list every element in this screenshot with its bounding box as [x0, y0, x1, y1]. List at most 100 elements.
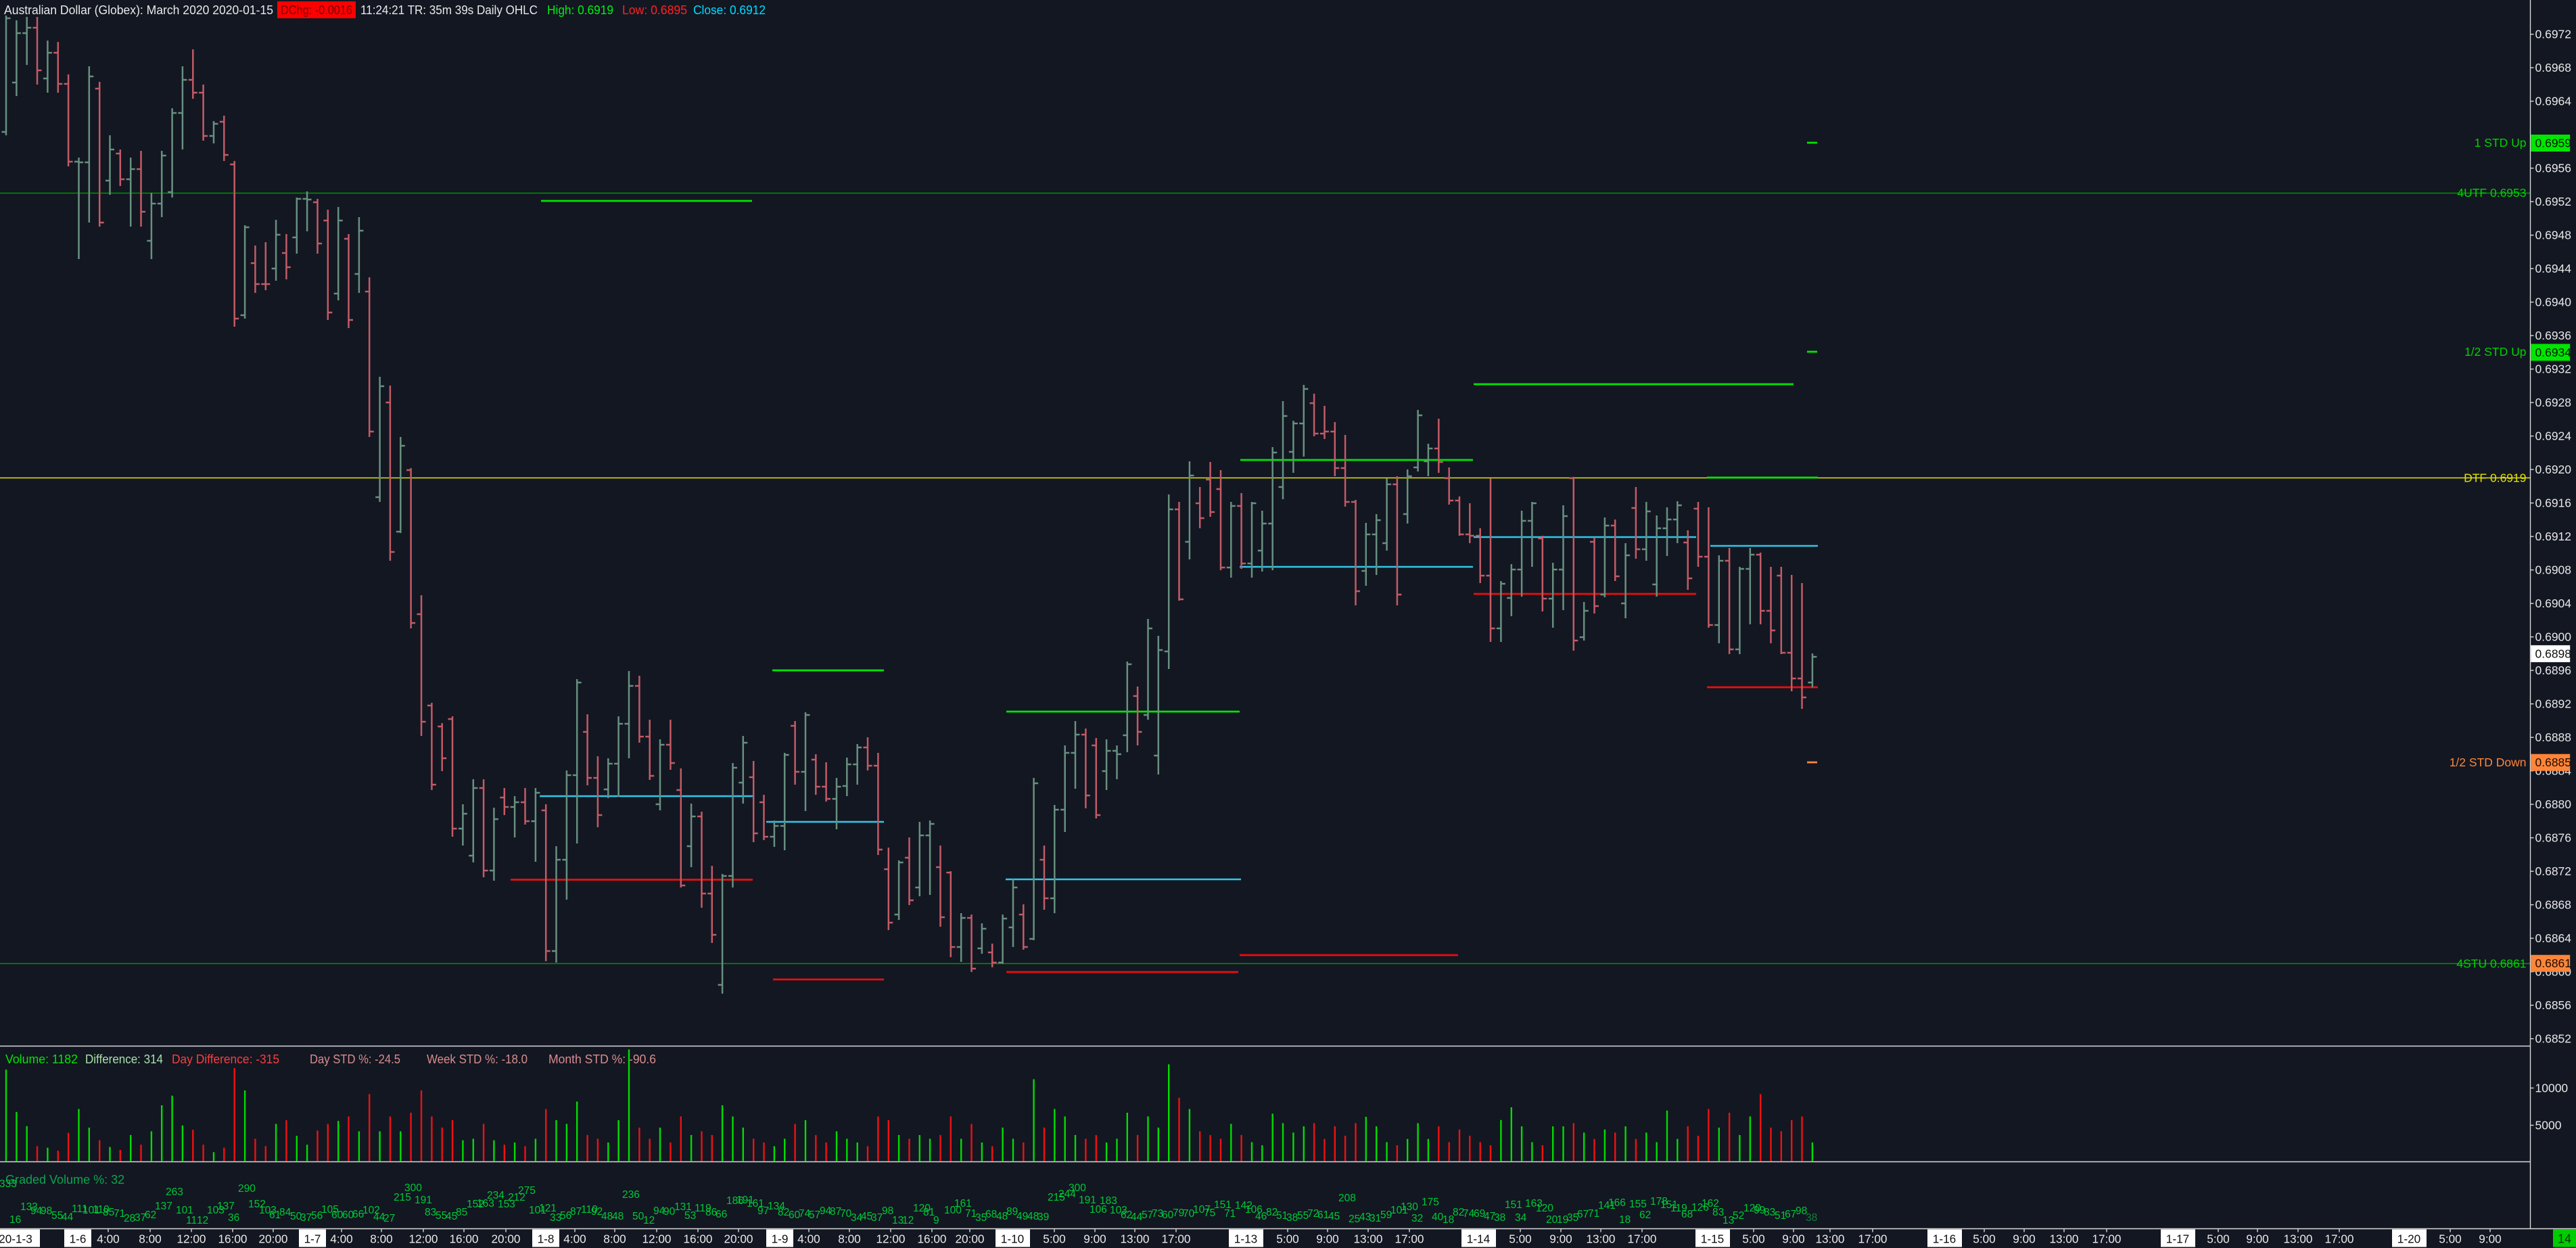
svg-text:0.6928: 0.6928: [2535, 396, 2572, 409]
svg-text:155: 155: [1629, 1199, 1647, 1210]
svg-text:8:00: 8:00: [139, 1232, 161, 1246]
svg-text:0.6872: 0.6872: [2535, 864, 2572, 878]
svg-text:48: 48: [612, 1211, 624, 1222]
svg-text:141: 141: [1598, 1200, 1616, 1211]
svg-text:151: 151: [1660, 1199, 1678, 1211]
svg-text:4:00: 4:00: [563, 1232, 586, 1246]
svg-text:290: 290: [238, 1183, 256, 1195]
svg-text:25: 25: [1349, 1214, 1360, 1225]
svg-text:44: 44: [373, 1211, 385, 1223]
svg-text:101: 101: [529, 1205, 546, 1216]
svg-text:39: 39: [1037, 1211, 1049, 1223]
svg-text:10000: 10000: [2535, 1082, 2569, 1095]
svg-text:16: 16: [9, 1214, 21, 1226]
svg-text:263: 263: [166, 1186, 183, 1198]
svg-text:8:00: 8:00: [603, 1232, 626, 1246]
svg-text:0.6892: 0.6892: [2535, 697, 2572, 711]
svg-text:68: 68: [1681, 1209, 1693, 1220]
svg-text:162: 162: [1702, 1198, 1719, 1209]
svg-text:20: 20: [1546, 1214, 1558, 1226]
svg-text:20:00: 20:00: [724, 1232, 753, 1246]
svg-text:20-1-3: 20-1-3: [0, 1232, 32, 1246]
svg-text:17:00: 17:00: [2092, 1232, 2121, 1246]
svg-text:1/2 STD Up: 1/2 STD Up: [2464, 345, 2526, 359]
svg-text:1-20: 1-20: [2397, 1232, 2420, 1246]
svg-text:1-10: 1-10: [1001, 1232, 1024, 1246]
svg-text:Australian Dollar (Globex): Ma: Australian Dollar (Globex): March 2020 2…: [4, 3, 273, 17]
svg-text:73: 73: [1152, 1208, 1163, 1220]
svg-text:37: 37: [135, 1212, 146, 1224]
svg-text:0.6936: 0.6936: [2535, 329, 2572, 342]
svg-text:8:00: 8:00: [838, 1232, 860, 1246]
svg-text:103: 103: [207, 1205, 225, 1216]
svg-text:85: 85: [103, 1207, 114, 1218]
svg-text:101: 101: [176, 1205, 193, 1216]
svg-text:106: 106: [1090, 1204, 1107, 1216]
svg-text:0.6904: 0.6904: [2535, 597, 2572, 610]
svg-text:163: 163: [477, 1198, 494, 1209]
svg-text:12:00: 12:00: [642, 1232, 671, 1246]
svg-text:82: 82: [1266, 1207, 1278, 1218]
svg-text:101: 101: [1390, 1205, 1408, 1216]
svg-text:163: 163: [1525, 1198, 1543, 1209]
svg-text:0.6968: 0.6968: [2535, 61, 2572, 74]
svg-text:212: 212: [508, 1192, 525, 1203]
svg-text:66: 66: [716, 1209, 727, 1220]
svg-text:16:00: 16:00: [683, 1232, 712, 1246]
svg-text:161: 161: [954, 1198, 972, 1209]
svg-text:134: 134: [768, 1201, 785, 1212]
svg-text:79: 79: [1173, 1207, 1184, 1219]
svg-text:0.6972: 0.6972: [2535, 28, 2572, 41]
svg-text:120: 120: [913, 1203, 931, 1214]
svg-text:67: 67: [1577, 1209, 1589, 1220]
svg-text:40: 40: [1432, 1211, 1444, 1223]
svg-text:215: 215: [1048, 1192, 1065, 1203]
svg-text:0.6864: 0.6864: [2535, 931, 2572, 945]
svg-text:32: 32: [1411, 1213, 1423, 1224]
svg-text:1-7: 1-7: [304, 1232, 321, 1246]
svg-text:87: 87: [830, 1206, 841, 1218]
svg-text:13: 13: [1723, 1215, 1734, 1226]
svg-text:52: 52: [1733, 1210, 1744, 1222]
svg-text:0.6908: 0.6908: [2535, 563, 2572, 577]
svg-text:1-8: 1-8: [538, 1232, 555, 1246]
svg-text:0.6948: 0.6948: [2535, 229, 2572, 242]
svg-text:186: 186: [726, 1195, 744, 1207]
svg-text:67: 67: [1785, 1209, 1796, 1220]
svg-text:0.6934: 0.6934: [2535, 346, 2572, 359]
svg-text:215: 215: [394, 1192, 411, 1203]
svg-text:5:00: 5:00: [1509, 1232, 1531, 1246]
svg-text:5000: 5000: [2535, 1119, 2562, 1132]
svg-text:300: 300: [1069, 1182, 1086, 1194]
svg-text:0.6932: 0.6932: [2535, 363, 2572, 376]
svg-text:105: 105: [321, 1204, 339, 1216]
svg-text:Day Difference: -315: Day Difference: -315: [172, 1053, 279, 1066]
svg-text:19: 19: [1557, 1214, 1568, 1226]
svg-text:110: 110: [93, 1204, 110, 1216]
svg-text:Graded Volume %: 32: Graded Volume %: 32: [5, 1173, 124, 1186]
svg-text:98: 98: [41, 1205, 52, 1217]
svg-text:12:00: 12:00: [177, 1232, 206, 1246]
svg-text:100: 100: [944, 1205, 962, 1216]
svg-text:0.6944: 0.6944: [2535, 262, 2572, 275]
svg-text:9:00: 9:00: [2246, 1232, 2268, 1246]
svg-text:236: 236: [622, 1189, 640, 1201]
svg-text:13:00: 13:00: [1815, 1232, 1844, 1246]
svg-text:72: 72: [1307, 1208, 1319, 1220]
svg-text:0.6888: 0.6888: [2535, 731, 2572, 744]
svg-text:71: 71: [114, 1208, 125, 1220]
svg-text:36: 36: [228, 1212, 239, 1224]
svg-text:16:00: 16:00: [917, 1232, 946, 1246]
svg-text:110: 110: [581, 1204, 598, 1216]
svg-text:191: 191: [736, 1195, 754, 1206]
svg-text:48: 48: [601, 1211, 613, 1222]
svg-text:86: 86: [705, 1207, 717, 1218]
svg-text:94: 94: [653, 1205, 665, 1217]
svg-text:12: 12: [643, 1215, 655, 1226]
svg-text:17:00: 17:00: [1858, 1232, 1887, 1246]
svg-text:0.6885: 0.6885: [2535, 756, 2572, 769]
svg-text:166: 166: [1608, 1197, 1626, 1209]
svg-text:51: 51: [1775, 1210, 1786, 1222]
svg-text:5:00: 5:00: [1973, 1232, 1995, 1246]
svg-text:50: 50: [632, 1211, 645, 1222]
